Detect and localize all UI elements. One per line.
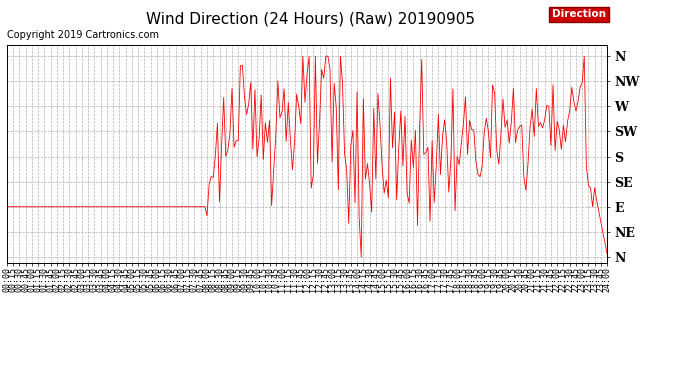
Text: Wind Direction (24 Hours) (Raw) 20190905: Wind Direction (24 Hours) (Raw) 20190905 bbox=[146, 11, 475, 26]
Text: Copyright 2019 Cartronics.com: Copyright 2019 Cartronics.com bbox=[7, 30, 159, 40]
Text: Direction: Direction bbox=[552, 9, 606, 20]
